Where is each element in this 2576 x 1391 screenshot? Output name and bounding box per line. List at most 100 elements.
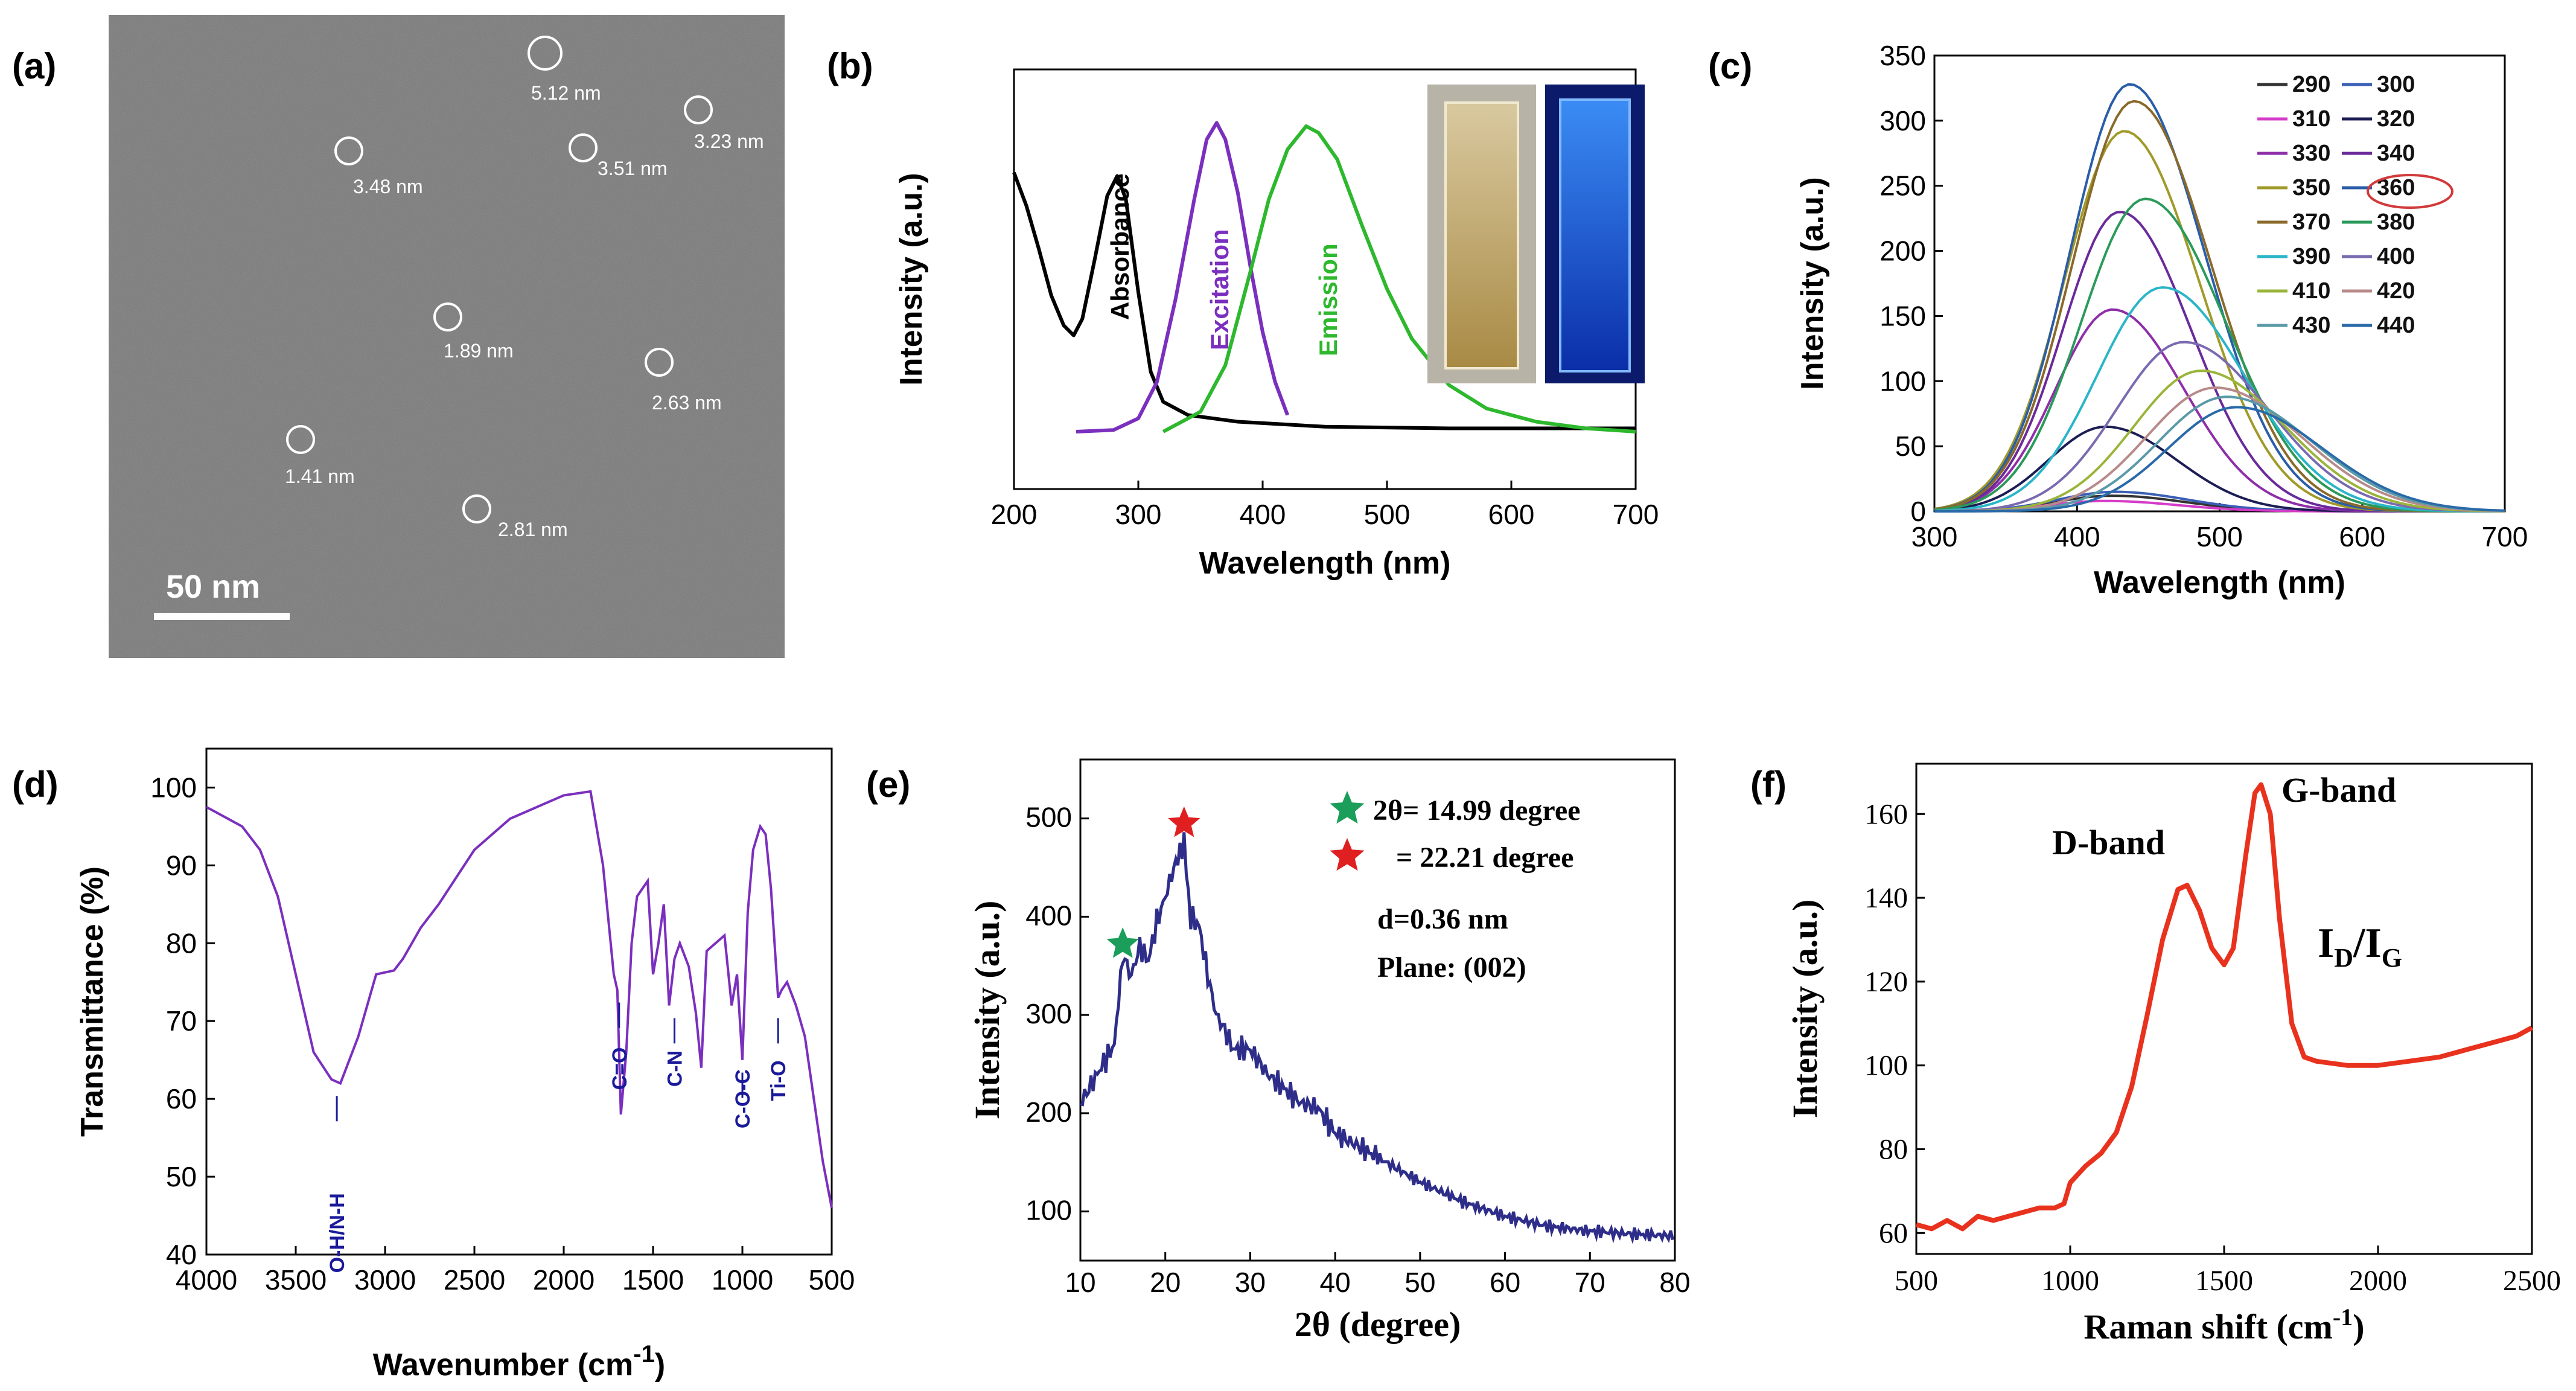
- legend-red-star: [1330, 838, 1365, 871]
- particle-label: 5.12 nm: [531, 82, 601, 104]
- particle-5-12: 5.12 nm: [528, 36, 601, 104]
- x-tick-label: 3500: [265, 1264, 327, 1296]
- y-tick-label: 150: [1879, 300, 1926, 331]
- series-line-350: [1934, 130, 2505, 513]
- x-tick-label: 3000: [354, 1264, 416, 1296]
- series-line-440: [1934, 406, 2505, 513]
- series-line-400: [1934, 341, 2505, 513]
- ftir-spectrum: [206, 790, 833, 1208]
- x-axis-label: Raman shift (cm-1): [2083, 1303, 2364, 1346]
- y-axis-label: Intensity (a.u.): [1785, 900, 1825, 1119]
- x-tick-label: 2000: [2349, 1265, 2407, 1297]
- series-line-excitation: [1076, 121, 1290, 433]
- legend-label: 430: [2292, 313, 2330, 338]
- y-tick-label: 300: [1879, 105, 1926, 136]
- x-tick-label: 30: [1235, 1267, 1266, 1298]
- panel-letter-b: (b): [827, 46, 873, 86]
- plot-frame: [1933, 54, 2506, 513]
- legend-label: 350: [2292, 175, 2330, 200]
- legend-label: 320: [2377, 106, 2415, 132]
- chart-c-excitation-dependent-pl: 300 400 500 600 700 0 50 100 150 200 250 300 350 Wave…: [1795, 40, 2528, 600]
- y-tick-label: 60: [1879, 1217, 1908, 1249]
- y-axis-label: Transmittance (%): [75, 866, 110, 1137]
- legend-label: 420: [2377, 278, 2415, 304]
- particle-1-89: 1.89 nm: [433, 302, 514, 362]
- panel-letter-c: (c): [1708, 46, 1752, 86]
- legend-label: 300: [2377, 72, 2415, 97]
- x-tick-label: 60: [1490, 1267, 1520, 1298]
- y-tick-label: 140: [1864, 882, 1908, 914]
- scale-bar-label: 50 nm: [166, 569, 260, 605]
- annotation-plane: Plane: (002): [1377, 951, 1526, 983]
- x-tick-label: 500: [1895, 1265, 1938, 1297]
- legend-label: 410: [2292, 278, 2330, 304]
- x-tick-label: 500: [809, 1264, 855, 1296]
- panel-letter-d: (d): [12, 764, 59, 805]
- annotation-d-band: D-band: [2052, 823, 2165, 862]
- annotation-label: Ti-O: [767, 1060, 790, 1101]
- particle-3-48: 3.48 nm: [334, 136, 423, 197]
- x-tick-label: 50: [1404, 1267, 1435, 1298]
- y-tick-label: 250: [1879, 170, 1926, 202]
- series-line-430: [1934, 395, 2505, 513]
- x-tick-label: 4000: [176, 1264, 237, 1296]
- annotation-label: O-H/N-H: [326, 1193, 349, 1273]
- x-tick-label: 2500: [2503, 1265, 2561, 1297]
- xrd-pattern: [1080, 832, 1674, 1245]
- x-tick-label: 70: [1575, 1267, 1605, 1298]
- series-line-420: [1934, 386, 2505, 513]
- x-axis-label: 2θ (degree): [1295, 1305, 1461, 1344]
- annotation-label: C=O: [608, 1047, 631, 1090]
- legend-label: 330: [2292, 141, 2330, 166]
- particle-label: 1.89 nm: [444, 340, 514, 362]
- series-label-excitation: Excitation: [1205, 229, 1234, 350]
- peak-marker-red-star: [1168, 806, 1200, 837]
- particle-label: 3.23 nm: [694, 130, 764, 152]
- annotation-d-spacing: d=0.36 nm: [1377, 903, 1508, 935]
- y-tick-label: 40: [166, 1239, 197, 1270]
- x-tick-label: 1500: [622, 1264, 684, 1296]
- legend-label: 310: [2292, 106, 2330, 132]
- legend-label: 370: [2292, 209, 2330, 235]
- x-tick-label: 500: [1364, 499, 1411, 530]
- y-tick-label: 80: [1879, 1133, 1908, 1165]
- annotation-id-ig-ratio: ID/IG: [2318, 920, 2402, 973]
- x-tick-label: 700: [2482, 521, 2528, 552]
- x-tick-label: 700: [1613, 499, 1659, 530]
- y-tick-label: 500: [1025, 802, 1072, 833]
- particle-label: 2.63 nm: [652, 392, 722, 414]
- legend-label: 2θ= 14.99 degree: [1373, 795, 1580, 827]
- plot-frame: [205, 747, 833, 1256]
- x-axis-label: Wavelength (nm): [2094, 565, 2345, 600]
- y-tick-label: 50: [1895, 430, 1926, 462]
- y-tick-label: 200: [1879, 235, 1926, 267]
- panel-letter-e: (e): [866, 764, 910, 805]
- x-tick-label: 300: [1911, 521, 1958, 552]
- series-line-390: [1934, 286, 2505, 513]
- x-tick-label: 600: [2339, 521, 2385, 552]
- y-tick-label: 80: [166, 927, 197, 959]
- y-tick-label: 60: [166, 1083, 197, 1114]
- y-tick-label: 90: [166, 849, 197, 881]
- y-tick-label: 120: [1864, 966, 1908, 998]
- y-tick-label: 350: [1879, 40, 1926, 71]
- raman-spectrum: [1915, 782, 2533, 1232]
- legend-label: 290: [2292, 72, 2330, 97]
- particle-label: 3.51 nm: [598, 158, 668, 179]
- legend-label: 340: [2377, 141, 2415, 166]
- y-tick-label: 50: [166, 1161, 197, 1192]
- chart-d-ftir: 4000 3500 3000 2500 2000 1500 1000 500 40 50 60 70 8…: [75, 747, 855, 1383]
- x-tick-label: 20: [1150, 1267, 1181, 1298]
- x-tick-label: 400: [2054, 521, 2100, 552]
- y-tick-label: 70: [166, 1005, 197, 1037]
- plot-frame: [1915, 763, 2533, 1255]
- particle-2-63: 2.63 nm: [645, 348, 722, 414]
- panel-letter-f: (f): [1750, 764, 1787, 805]
- x-tick-label: 10: [1065, 1267, 1095, 1298]
- x-tick-label: 200: [991, 499, 1038, 530]
- legend-label: 380: [2377, 209, 2415, 235]
- x-axis-label: Wavelength (nm): [1199, 546, 1451, 581]
- y-tick-label: 0: [1910, 496, 1926, 527]
- series-line-absorbance: [1012, 171, 1636, 430]
